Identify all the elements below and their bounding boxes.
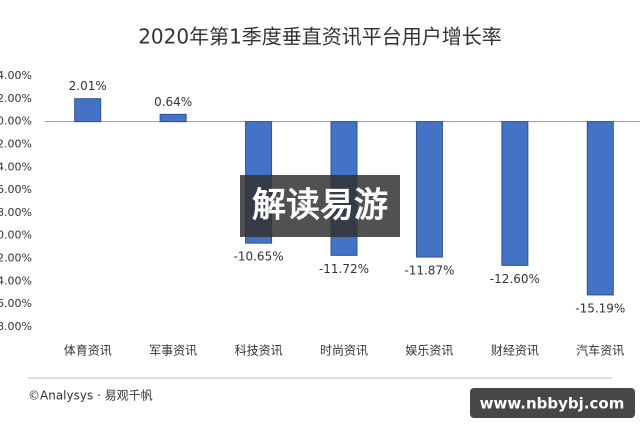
x-tick-label: 军事资讯 [149, 344, 197, 358]
bar [501, 121, 529, 266]
y-tick-label: -8.00% [0, 206, 32, 219]
x-tick-label: 时尚资讯 [320, 344, 368, 358]
y-tick-label: -2.00% [0, 137, 32, 150]
y-tick-label: 2.00% [0, 92, 32, 105]
value-label: -10.65% [234, 250, 284, 264]
y-tick-label: -18.00% [0, 320, 32, 333]
source: ©Analysys · 易观千帆 [28, 388, 153, 403]
x-tick-label: 科技资讯 [235, 344, 283, 358]
chart-title: 2020年第1季度垂直资讯平台用户增长率 [138, 25, 502, 49]
value-label: -12.60% [490, 272, 540, 286]
y-tick-label: 4.00% [0, 69, 32, 82]
value-label: -15.19% [575, 301, 625, 315]
x-tick-label: 汽车资讯 [576, 343, 624, 358]
y-tick-label: 0.00% [0, 115, 32, 128]
y-tick-label: -6.00% [0, 183, 32, 196]
value-label: 2.01% [69, 79, 107, 93]
watermark-box [470, 388, 635, 418]
bar [415, 121, 443, 258]
y-tick-label: -16.00% [0, 297, 32, 310]
watermark: www.nbbybj.com [480, 395, 625, 413]
bar [159, 113, 187, 123]
bar [586, 121, 614, 296]
value-label: 0.64% [154, 95, 192, 109]
overlay-text: 解读易游 [252, 186, 388, 226]
x-tick-label: 财经资讯 [491, 344, 539, 358]
y-tick-label: -14.00% [0, 274, 32, 287]
x-tick-label: 体育资讯 [64, 343, 112, 358]
overlay-box [240, 175, 400, 237]
y-tick-label: -10.00% [0, 229, 32, 242]
y-tick-label: -12.00% [0, 252, 32, 265]
bar [74, 98, 102, 123]
y-tick-label: -4.00% [0, 160, 32, 173]
x-tick-label: 娱乐资讯 [405, 344, 453, 358]
value-label: -11.87% [404, 264, 454, 278]
value-label: -11.72% [319, 262, 369, 276]
